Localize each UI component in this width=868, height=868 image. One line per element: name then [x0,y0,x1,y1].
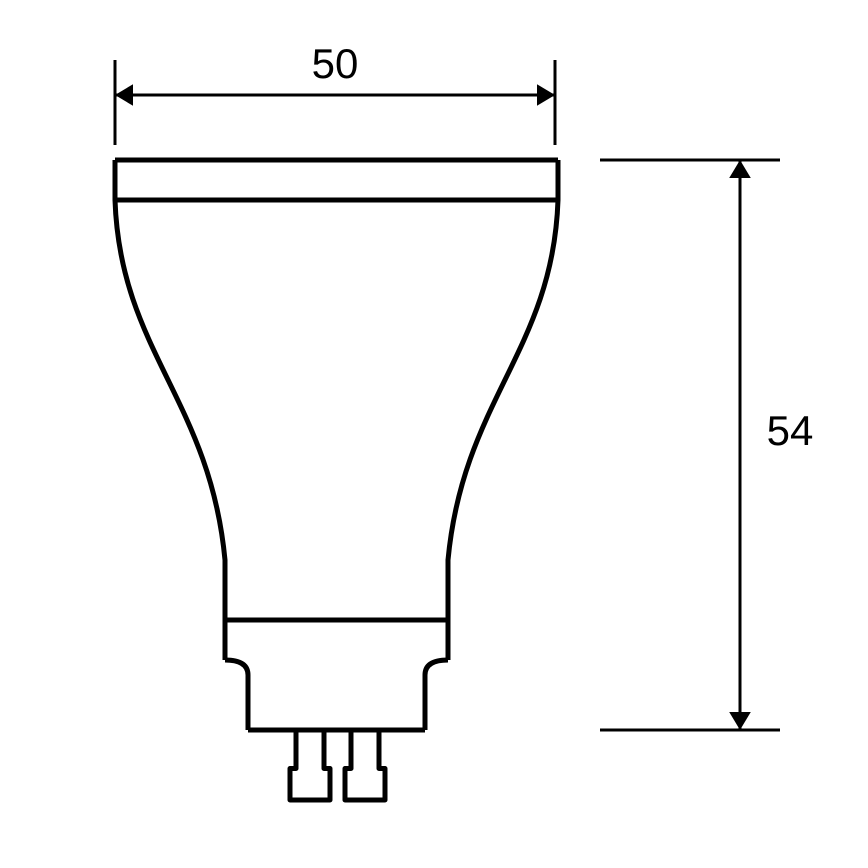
height-dimension-label: 54 [767,407,814,454]
technical-drawing: 50 54 [0,0,868,868]
width-dimension-label: 50 [312,40,359,87]
